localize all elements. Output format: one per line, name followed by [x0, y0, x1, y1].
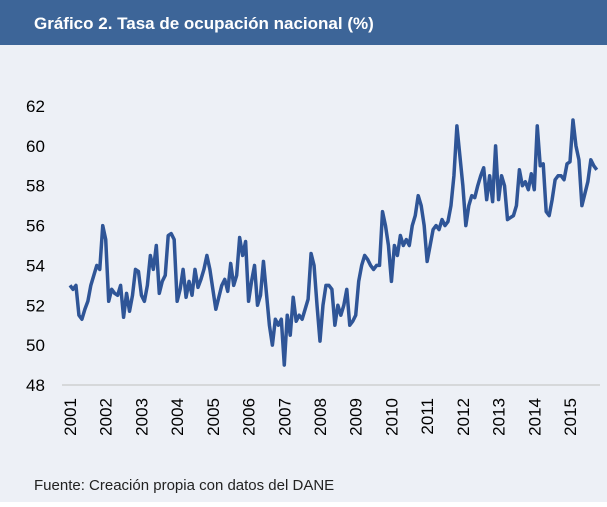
x-tick-label: 2007	[275, 398, 294, 436]
x-tick-label: 2013	[490, 398, 509, 436]
x-tick-label: 2010	[382, 398, 401, 436]
source-note: Fuente: Creación propia con datos del DA…	[34, 477, 334, 494]
x-tick-label: 2006	[240, 398, 259, 436]
chart-title: Gráfico 2. Tasa de ocupación nacional (%…	[34, 14, 374, 33]
y-tick-label: 62	[26, 97, 45, 116]
x-tick-label: 2001	[61, 398, 80, 436]
y-tick-label: 48	[26, 376, 45, 395]
x-tick-label: 2004	[168, 398, 187, 436]
x-tick-label: 2015	[561, 398, 580, 436]
x-tick-label: 2009	[347, 398, 366, 436]
y-tick-label: 56	[26, 217, 45, 236]
y-tick-label: 60	[26, 137, 45, 156]
x-tick-label: 2008	[311, 398, 330, 436]
title-bar	[0, 0, 607, 45]
x-tick-label: 2002	[97, 398, 116, 436]
x-tick-label: 2003	[132, 398, 151, 436]
x-tick-label: 2005	[204, 398, 223, 436]
y-tick-label: 50	[26, 336, 45, 355]
y-tick-label: 52	[26, 296, 45, 315]
x-tick-label: 2012	[454, 398, 473, 436]
y-tick-label: 58	[26, 177, 45, 196]
y-tick-label: 54	[26, 256, 45, 275]
x-tick-label: 2014	[525, 398, 544, 436]
data-line	[68, 118, 599, 367]
x-tick-label: 2011	[418, 398, 437, 435]
